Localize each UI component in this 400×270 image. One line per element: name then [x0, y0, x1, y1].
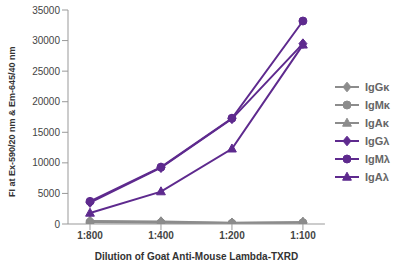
svg-text:35000: 35000: [32, 5, 60, 16]
svg-text:1:200: 1:200: [219, 230, 245, 241]
svg-text:1:100: 1:100: [290, 230, 316, 241]
svg-text:25000: 25000: [32, 66, 60, 77]
html-text:IgAκ: IgAκ: [364, 117, 389, 129]
svg-text:FI at Ex-590/20 nm & Em-645/40: FI at Ex-590/20 nm & Em-645/40 nm: [8, 46, 17, 197]
html-text:IgGλ: IgGλ: [364, 135, 390, 147]
html-text:IgMλ: IgMλ: [364, 153, 390, 165]
svg-text:5000: 5000: [38, 188, 61, 199]
svg-text:10000: 10000: [32, 157, 60, 168]
svg-text:0: 0: [54, 219, 60, 230]
svg-text:30000: 30000: [32, 35, 60, 46]
svg-text:Dilution of Goat Anti-Mouse La: Dilution of Goat Anti-Mouse Lambda-TXRD: [95, 251, 299, 262]
html-text:IgAλ: IgAλ: [364, 171, 389, 183]
html-text:IgGκ: IgGκ: [364, 81, 390, 93]
svg-text:1:800: 1:800: [77, 230, 103, 241]
svg-text:20000: 20000: [32, 96, 60, 107]
html-text:IgMκ: IgMκ: [364, 99, 390, 111]
svg-text:1:400: 1:400: [148, 230, 174, 241]
svg-text:15000: 15000: [32, 127, 60, 138]
